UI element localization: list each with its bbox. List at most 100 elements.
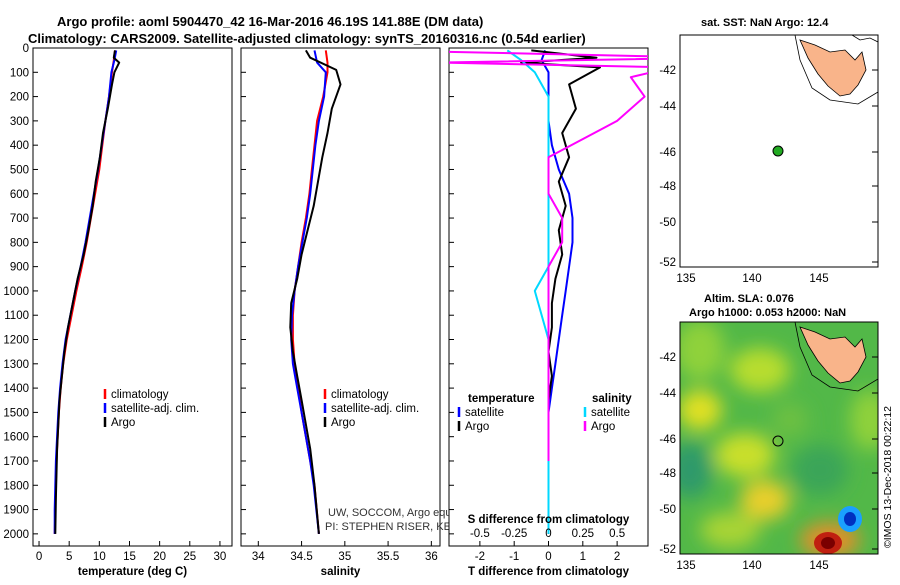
x-tick-label-top: -0.25 [501, 528, 527, 540]
map-y-tick-label: -50 [659, 217, 676, 229]
map-x-tick-label: 145 [809, 560, 828, 572]
sla-map-yaxis: -42 -44 -46 -48 -50 -52 [659, 352, 878, 556]
sla-map-title2: Argo h1000: 0.053 h2000: NaN [689, 307, 846, 319]
map-y-tick-label: -46 [659, 147, 676, 159]
chart-panel-1: 34 34.5 35 35.5 36 salinity climatology satelli… [240, 47, 546, 578]
y-tick-label: 1800 [3, 480, 29, 492]
sst-map-yaxis: -42 -44 -46 -48 -50 -52 [659, 65, 878, 269]
legend-label: satellite [591, 407, 630, 419]
y-tick-label: 1600 [3, 432, 29, 444]
legend-title-salinity: salinity [592, 393, 632, 405]
y-tick-label: 1000 [3, 286, 29, 298]
x-tick-label: 5 [66, 551, 72, 563]
map-y-tick-label: -48 [659, 181, 676, 193]
x-tick-label: 35 [338, 551, 351, 563]
x-tick-label: 10 [93, 551, 106, 563]
x-tick-label-top: -0.5 [470, 528, 490, 540]
x-tick-label: 34.5 [290, 551, 312, 563]
y-tick-label: 100 [10, 67, 29, 79]
series-line-argo [289, 49, 342, 534]
x-tick-label-top: 0.25 [572, 528, 594, 540]
y-tick-label: 2000 [3, 529, 29, 541]
x-tick-label-top: 0 [545, 528, 551, 540]
map-y-tick-label: -44 [659, 388, 676, 400]
chart-panel-2: -2 -1 0 1 2 T difference from climatology temp… [448, 47, 649, 578]
sla-map-title1: Altim. SLA: 0.076 [704, 293, 794, 305]
sla-map-xaxis: 135 140 145 [676, 560, 828, 572]
map-y-tick-label: -46 [659, 434, 676, 446]
x-axis-label-top: S difference from climatology [468, 514, 630, 526]
sla-field [680, 322, 878, 554]
map-x-tick-label: 140 [742, 560, 761, 572]
map-x-tick-label: 140 [742, 273, 761, 285]
legend-label: Argo [591, 421, 615, 433]
legend-label: Argo [111, 417, 135, 429]
y-tick-label: 1200 [3, 335, 29, 347]
plot-frame [32, 47, 233, 547]
legend-label: Argo [331, 417, 355, 429]
map-y-tick-label: -52 [659, 257, 676, 269]
y-tick-label: 300 [10, 116, 29, 128]
legend-label: Argo [465, 421, 489, 433]
map-y-tick-label: -48 [659, 468, 676, 480]
legend-label: satellite-adj. clim. [111, 403, 199, 415]
tasmania-land-sla [799, 326, 867, 384]
x-tick-label: 34 [252, 551, 265, 563]
legend-title-temperature: temperature [468, 393, 534, 405]
y-tick-label: 500 [10, 164, 29, 176]
series-line-satellite-adj-clim- [290, 50, 327, 535]
x-tick-label: 1 [580, 551, 586, 563]
tasmania-outline-outer [794, 35, 878, 105]
y-tick-label: 0 [23, 43, 29, 55]
x-axis-label: T difference from climatology [468, 566, 630, 578]
x-tick-label: 30 [214, 551, 227, 563]
legend-label: satellite [465, 407, 504, 419]
x-tick-label: -2 [475, 551, 485, 563]
map-y-tick-label: -44 [659, 101, 676, 113]
map-x-tick-label: 145 [809, 273, 828, 285]
map-y-tick-label: -52 [659, 544, 676, 556]
x-axis-label: temperature (deg C) [78, 566, 187, 578]
x-tick-label: 2 [614, 551, 620, 563]
map-y-tick-label: -42 [659, 65, 676, 77]
x-tick-label: 35.5 [377, 551, 399, 563]
sst-map-xaxis: 135 140 145 [676, 273, 828, 285]
plot-frame [240, 47, 441, 547]
watermark: ©IMOS 13-Dec-2018 00:22:12 [882, 406, 894, 548]
mainland-coast [851, 35, 878, 43]
y-tick-label: 800 [10, 237, 29, 249]
series-line-salinity-argo [449, 50, 648, 461]
map-y-tick-label: -50 [659, 504, 676, 516]
x-tick-label: 36 [425, 551, 438, 563]
x-tick-label: 15 [123, 551, 136, 563]
chart-panel-0: 0100200300400500600700800900100011001200… [3, 43, 233, 578]
series-line-argo [54, 50, 121, 534]
y-tick-label: 1400 [3, 383, 29, 395]
y-tick-label: 200 [10, 92, 29, 104]
y-tick-label: 1900 [3, 505, 29, 517]
argo-float-marker-sla [772, 435, 784, 447]
argo-float-marker [772, 145, 784, 157]
y-tick-label: 600 [10, 189, 29, 201]
annotation-line1: UW, SOCCOM, Argo equivalent [328, 507, 483, 519]
sst-map-title: sat. SST: NaN Argo: 12.4 [701, 17, 829, 29]
x-tick-label: 0 [545, 551, 551, 563]
header-line1: Argo profile: aoml 5904470_42 16-Mar-201… [57, 14, 483, 29]
tasmania-land [799, 39, 867, 97]
x-tick-label: -1 [509, 551, 519, 563]
y-tick-label: 1100 [4, 310, 29, 322]
y-tick-label: 1300 [3, 359, 29, 371]
x-tick-label: 25 [183, 551, 196, 563]
y-tick-label: 1700 [3, 456, 29, 468]
sla-map: Altim. SLA: 0.076 Argo h1000: 0.053 h200… [659, 293, 879, 572]
map-y-tick-label: -42 [659, 352, 676, 364]
sst-map: sat. SST: NaN Argo: 12.4 -42 -44 -46 -48 -50… [659, 17, 879, 285]
x-tick-label-top: 0.5 [609, 528, 625, 540]
y-tick-label: 900 [10, 262, 29, 274]
x-axis-label: salinity [321, 566, 361, 578]
x-tick-label: 0 [36, 551, 42, 563]
legend-label: climatology [111, 389, 169, 401]
map-x-tick-label: 135 [676, 560, 695, 572]
header-line2: Climatology: CARS2009. Satellite-adjuste… [28, 31, 586, 46]
